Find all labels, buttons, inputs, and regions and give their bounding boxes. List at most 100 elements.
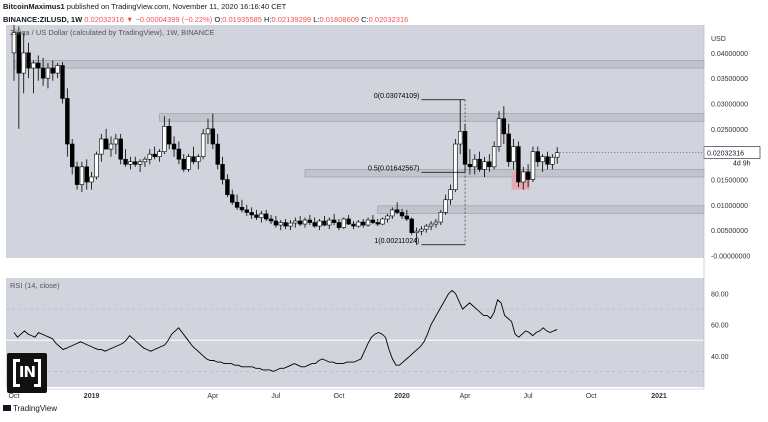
candle-body[interactable] bbox=[424, 225, 429, 230]
candle-body[interactable] bbox=[302, 219, 308, 225]
candle-body[interactable] bbox=[254, 214, 259, 218]
symbol-label[interactable]: BINANCE:ZILUSD, 1W bbox=[3, 15, 83, 24]
candle-body[interactable] bbox=[137, 161, 143, 165]
candle-body[interactable] bbox=[419, 228, 424, 232]
candle-body[interactable] bbox=[249, 212, 254, 216]
candle-body[interactable] bbox=[65, 98, 70, 145]
candle-body[interactable] bbox=[16, 32, 22, 74]
candle-body[interactable] bbox=[331, 219, 337, 223]
candle-body[interactable] bbox=[244, 209, 249, 213]
candle-body[interactable] bbox=[205, 128, 211, 135]
candle-body[interactable] bbox=[162, 126, 167, 152]
candle-body[interactable] bbox=[506, 133, 511, 163]
candle-body[interactable] bbox=[394, 209, 400, 213]
candle-body[interactable] bbox=[365, 219, 371, 226]
candle-body[interactable] bbox=[356, 221, 361, 227]
candle-body[interactable] bbox=[230, 194, 235, 203]
candle-body[interactable] bbox=[346, 218, 351, 225]
candle-body[interactable] bbox=[351, 223, 356, 227]
candle-body[interactable] bbox=[40, 67, 46, 79]
candle-body[interactable] bbox=[404, 215, 410, 220]
candle-body[interactable] bbox=[94, 153, 99, 178]
candle-body[interactable] bbox=[123, 158, 128, 165]
candle-body[interactable] bbox=[428, 223, 434, 227]
rsi-line[interactable] bbox=[13, 289, 558, 372]
candle-body[interactable] bbox=[45, 67, 51, 79]
candle-body[interactable] bbox=[99, 138, 104, 155]
candle-body[interactable] bbox=[521, 171, 526, 183]
candle-body[interactable] bbox=[443, 199, 448, 213]
candle-body[interactable] bbox=[157, 151, 162, 157]
candle-body[interactable] bbox=[496, 118, 502, 147]
candle-body[interactable] bbox=[133, 161, 138, 165]
candle-body[interactable] bbox=[84, 166, 89, 183]
candle-body[interactable] bbox=[225, 179, 230, 195]
candle-body[interactable] bbox=[433, 221, 439, 225]
candle-body[interactable] bbox=[103, 138, 109, 150]
candle-body[interactable] bbox=[26, 52, 31, 69]
candle-body[interactable] bbox=[31, 62, 36, 69]
candle-body[interactable] bbox=[322, 220, 327, 226]
candle-body[interactable] bbox=[283, 222, 288, 227]
candle-body[interactable] bbox=[79, 166, 85, 185]
candle-body[interactable] bbox=[467, 163, 473, 168]
candle-body[interactable] bbox=[453, 143, 458, 190]
candle-body[interactable] bbox=[336, 222, 342, 228]
candle-body[interactable] bbox=[341, 218, 346, 228]
candle-body[interactable] bbox=[215, 143, 220, 165]
candle-body[interactable] bbox=[288, 222, 293, 227]
candle-body[interactable] bbox=[448, 189, 453, 201]
candle-body[interactable] bbox=[278, 222, 283, 226]
candle-body[interactable] bbox=[89, 176, 94, 183]
candle-body[interactable] bbox=[530, 151, 536, 180]
candle-body[interactable] bbox=[414, 230, 419, 233]
candle-body[interactable] bbox=[176, 148, 182, 160]
candle-body[interactable] bbox=[60, 65, 65, 99]
candle-body[interactable] bbox=[118, 138, 123, 160]
candle-body[interactable] bbox=[268, 218, 274, 222]
candle-body[interactable] bbox=[491, 146, 497, 168]
candle-body[interactable] bbox=[234, 201, 240, 208]
candle-body[interactable] bbox=[390, 209, 395, 217]
candle-body[interactable] bbox=[142, 158, 148, 163]
candle-body[interactable] bbox=[511, 146, 516, 163]
candle-body[interactable] bbox=[554, 152, 560, 158]
candle-body[interactable] bbox=[171, 143, 177, 150]
candle-body[interactable] bbox=[370, 219, 376, 223]
candle-body[interactable] bbox=[380, 218, 385, 225]
candle-body[interactable] bbox=[181, 158, 186, 170]
candle-body[interactable] bbox=[487, 161, 492, 168]
rsi-pane[interactable] bbox=[6, 278, 704, 387]
candle-body[interactable] bbox=[516, 146, 521, 183]
candle-body[interactable] bbox=[307, 219, 313, 223]
candle-body[interactable] bbox=[482, 161, 487, 170]
candle-body[interactable] bbox=[200, 133, 206, 157]
candle-body[interactable] bbox=[11, 32, 17, 54]
candle-body[interactable] bbox=[297, 220, 303, 225]
candle-body[interactable] bbox=[273, 220, 279, 226]
candle-body[interactable] bbox=[525, 171, 531, 180]
author-name[interactable]: BitcoinMaximus1 bbox=[3, 2, 65, 11]
candle-body[interactable] bbox=[147, 153, 152, 160]
candle-body[interactable] bbox=[191, 156, 196, 163]
candle-body[interactable] bbox=[409, 218, 414, 233]
candle-body[interactable] bbox=[293, 220, 298, 224]
candle-body[interactable] bbox=[113, 138, 119, 145]
candle-body[interactable] bbox=[457, 131, 463, 145]
candle-body[interactable] bbox=[327, 219, 332, 226]
candle-body[interactable] bbox=[128, 161, 133, 165]
candle-body[interactable] bbox=[220, 163, 225, 180]
candle-body[interactable] bbox=[210, 128, 216, 145]
candle-body[interactable] bbox=[186, 156, 191, 170]
candle-body[interactable] bbox=[477, 158, 482, 170]
candle-body[interactable] bbox=[167, 126, 172, 145]
candle-body[interactable] bbox=[50, 67, 56, 74]
candle-body[interactable] bbox=[535, 151, 541, 163]
candle-body[interactable] bbox=[399, 212, 405, 217]
candle-body[interactable] bbox=[259, 213, 264, 218]
candle-body[interactable] bbox=[317, 220, 322, 227]
candle-body[interactable] bbox=[312, 222, 317, 227]
candle-body[interactable] bbox=[70, 143, 75, 168]
candle-body[interactable] bbox=[540, 156, 545, 163]
